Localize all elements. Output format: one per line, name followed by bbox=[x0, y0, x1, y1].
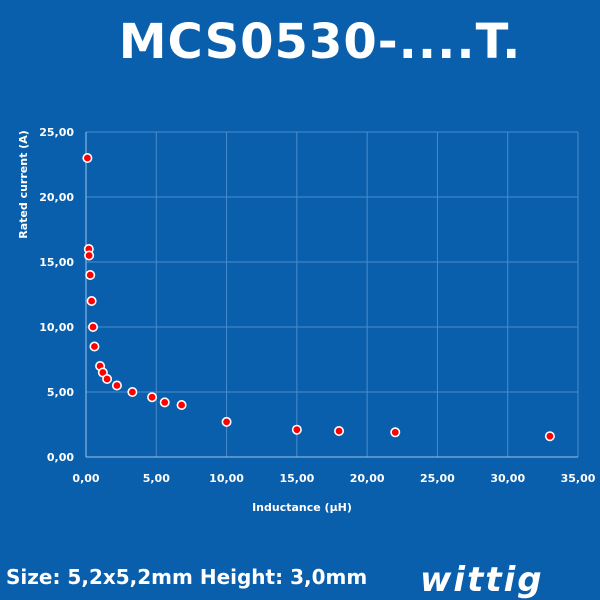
data-point bbox=[390, 427, 401, 438]
brand-logo: wittig bbox=[420, 560, 544, 600]
y-tick-labels: 0,00 5,00 10,00 15,00 20,00 25,00 bbox=[39, 126, 74, 464]
data-point bbox=[88, 321, 99, 332]
data-point bbox=[221, 416, 232, 427]
x-tick-label: 20,00 bbox=[350, 472, 385, 485]
x-axis-label: Inductance (µH) bbox=[252, 501, 352, 514]
y-axis-label: Rated current (A) bbox=[17, 130, 30, 238]
x-tick-label: 5,00 bbox=[143, 472, 170, 485]
data-point bbox=[111, 380, 122, 391]
data-point bbox=[147, 392, 158, 403]
data-point bbox=[85, 269, 96, 280]
data-point bbox=[334, 425, 345, 436]
data-point bbox=[159, 397, 170, 408]
y-tick-label: 25,00 bbox=[39, 126, 74, 139]
y-tick-label: 10,00 bbox=[39, 321, 74, 334]
y-tick-label: 15,00 bbox=[39, 256, 74, 269]
y-tick-label: 0,00 bbox=[47, 451, 74, 464]
data-point bbox=[102, 373, 113, 384]
data-point bbox=[544, 431, 555, 442]
data-point bbox=[84, 250, 95, 261]
data-point bbox=[82, 153, 93, 164]
grid bbox=[85, 131, 579, 458]
x-tick-labels: 0,00 5,00 10,00 15,00 20,00 25,00 30,00 35,00 bbox=[72, 472, 595, 485]
data-points bbox=[82, 153, 555, 442]
x-tick-label: 10,00 bbox=[209, 472, 244, 485]
x-tick-label: 30,00 bbox=[490, 472, 525, 485]
x-tick-label: 0,00 bbox=[72, 472, 99, 485]
data-point bbox=[86, 295, 97, 306]
data-point bbox=[127, 386, 138, 397]
x-tick-label: 25,00 bbox=[420, 472, 455, 485]
data-point bbox=[176, 399, 187, 410]
y-tick-label: 20,00 bbox=[39, 191, 74, 204]
data-point bbox=[89, 341, 100, 352]
data-point bbox=[291, 424, 302, 435]
x-tick-label: 35,00 bbox=[561, 472, 596, 485]
size-caption: Size: 5,2x5,2mm Height: 3,0mm bbox=[6, 565, 368, 589]
y-tick-label: 5,00 bbox=[47, 386, 74, 399]
x-tick-label: 15,00 bbox=[279, 472, 314, 485]
chart-title: MCS0530-....T. bbox=[118, 14, 522, 70]
